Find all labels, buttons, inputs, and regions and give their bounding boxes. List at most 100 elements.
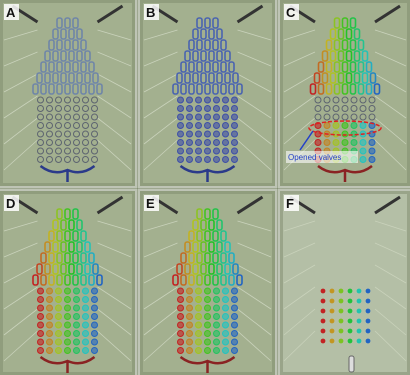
chamber [74, 339, 80, 345]
chamber [74, 305, 80, 311]
chamber [38, 305, 44, 311]
chamber [214, 348, 220, 354]
chamber [38, 339, 44, 345]
chamber [178, 348, 184, 354]
chamber [232, 322, 238, 328]
chamber [232, 123, 238, 129]
chamber [333, 123, 339, 129]
dot [339, 339, 344, 344]
chamber [83, 305, 89, 311]
chamber [187, 157, 193, 163]
chamber [196, 322, 202, 328]
chamber [232, 305, 238, 311]
chamber [315, 140, 321, 146]
chamber [74, 297, 80, 303]
chamber [187, 305, 193, 311]
dot [366, 329, 371, 334]
chamber [178, 123, 184, 129]
dot [321, 329, 326, 334]
chamber [74, 331, 80, 337]
chamber [214, 148, 220, 154]
dot [366, 319, 371, 324]
chamber [74, 348, 80, 354]
chamber [187, 348, 193, 354]
dot [357, 319, 362, 324]
chamber [56, 297, 62, 303]
chamber [38, 314, 44, 320]
figure: ABCOpened valvesDEF [0, 0, 410, 375]
chamber [360, 157, 366, 163]
dot [357, 339, 362, 344]
chamber [214, 123, 220, 129]
chamber [92, 348, 98, 354]
chamber [369, 157, 375, 163]
chamber [56, 314, 62, 320]
chamber [196, 148, 202, 154]
chamber [214, 322, 220, 328]
chamber [214, 131, 220, 137]
chamber [351, 123, 357, 129]
chamber [205, 114, 211, 120]
annotation: Opened valves [288, 153, 341, 162]
chamber [205, 106, 211, 112]
chamber [324, 140, 330, 146]
chamber [83, 288, 89, 294]
chamber [232, 297, 238, 303]
chamber [56, 322, 62, 328]
chamber [205, 297, 211, 303]
dot [339, 289, 344, 294]
chamber [178, 322, 184, 328]
dot [330, 309, 335, 314]
chamber [83, 339, 89, 345]
chamber [56, 331, 62, 337]
chamber [83, 314, 89, 320]
chamber [187, 331, 193, 337]
chamber [214, 288, 220, 294]
chamber [232, 114, 238, 120]
chamber [187, 131, 193, 137]
chamber [196, 123, 202, 129]
chamber [178, 288, 184, 294]
chamber [178, 339, 184, 345]
chamber [92, 297, 98, 303]
chamber [56, 339, 62, 345]
panel: E [140, 191, 275, 375]
chamber [223, 114, 229, 120]
chamber [47, 297, 53, 303]
chamber [223, 106, 229, 112]
chamber [178, 331, 184, 337]
chamber [38, 348, 44, 354]
chamber [214, 157, 220, 163]
chamber [232, 288, 238, 294]
chamber [214, 331, 220, 337]
dot [357, 329, 362, 334]
panel-label: A [6, 5, 16, 20]
chamber [196, 140, 202, 146]
chamber [360, 148, 366, 154]
chamber [205, 331, 211, 337]
chamber [187, 148, 193, 154]
chamber [214, 97, 220, 103]
dot [330, 339, 335, 344]
chamber [223, 314, 229, 320]
chamber [178, 297, 184, 303]
chamber [360, 140, 366, 146]
chamber [232, 314, 238, 320]
panel: COpened valves [280, 0, 410, 186]
chamber [187, 339, 193, 345]
chamber [205, 140, 211, 146]
chamber [178, 314, 184, 320]
chamber [92, 339, 98, 345]
chamber [38, 297, 44, 303]
dot [321, 299, 326, 304]
chamber [333, 140, 339, 146]
chamber [65, 331, 71, 337]
chamber [223, 288, 229, 294]
chamber [178, 305, 184, 311]
chamber [214, 339, 220, 345]
dot [348, 309, 353, 314]
chamber [178, 97, 184, 103]
chamber [56, 305, 62, 311]
panel-label: F [286, 196, 294, 211]
chamber [232, 131, 238, 137]
